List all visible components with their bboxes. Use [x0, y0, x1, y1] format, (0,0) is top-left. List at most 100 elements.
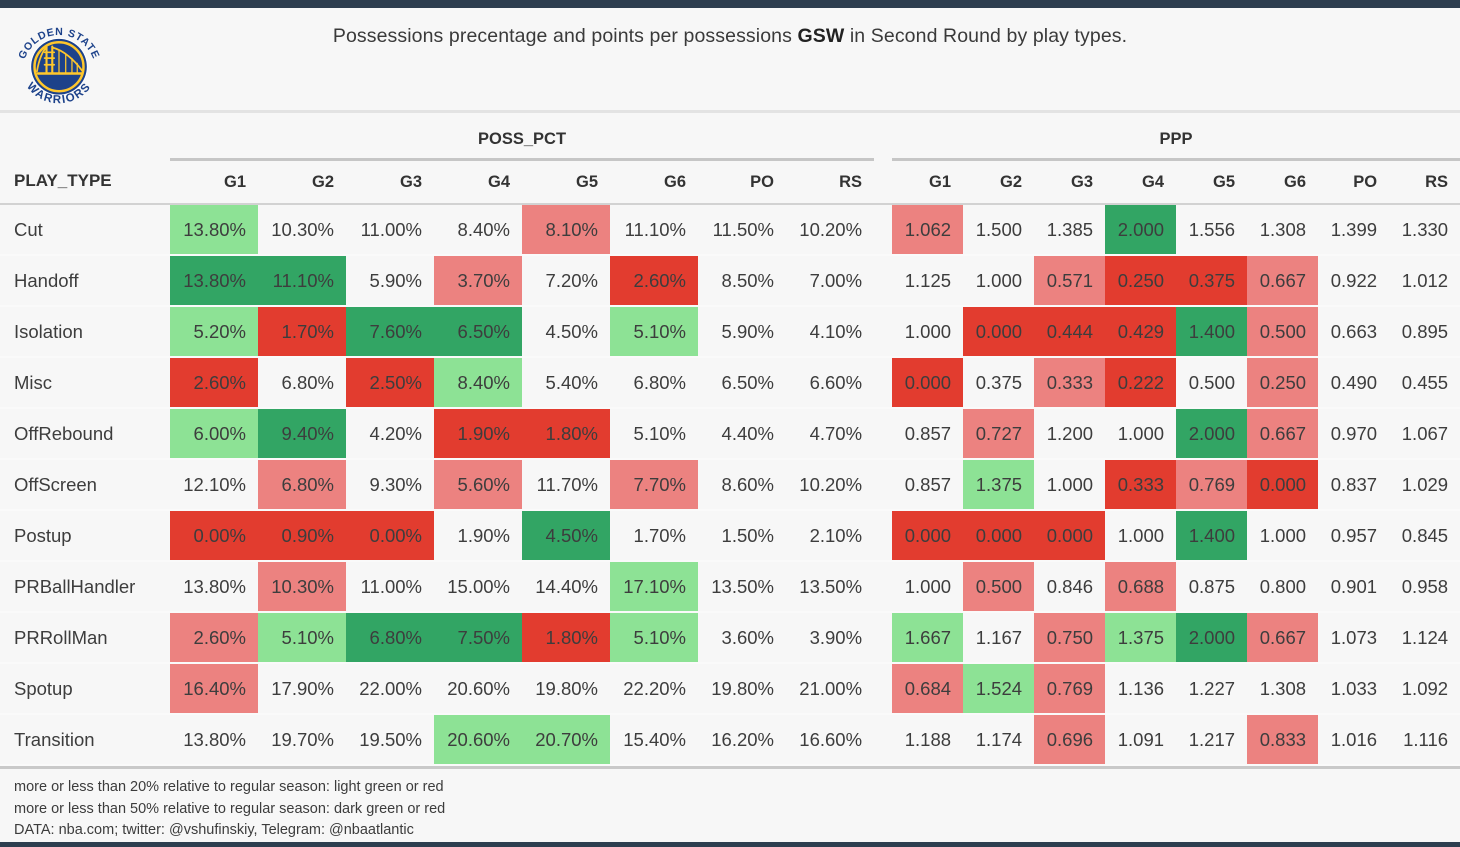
ppp-cell: 1.188 [892, 714, 964, 766]
group-gap-cell [874, 459, 893, 511]
ppp-cell: 1.016 [1318, 714, 1390, 766]
col-header-g5-poss: G5 [522, 159, 610, 205]
poss-pct-cell: 9.40% [258, 408, 346, 460]
ppp-cell: 2.000 [1176, 612, 1248, 664]
group-header-ppp: PPP [892, 113, 1460, 161]
footer-notes: more or less than 20% relative to regula… [0, 769, 1460, 842]
ppp-cell: 1.092 [1389, 663, 1460, 715]
poss-pct-cell: 17.10% [610, 561, 698, 613]
ppp-cell: 0.000 [892, 357, 964, 409]
poss-pct-cell: 10.20% [786, 459, 875, 511]
page-title: Possessions precentage and points per po… [0, 8, 1460, 48]
play-type-label: Handoff [0, 255, 170, 307]
title-team: GSW [797, 25, 845, 47]
col-header-rs-ppp: RS [1389, 159, 1460, 205]
poss-pct-cell: 11.00% [346, 561, 434, 613]
col-header-g2-ppp: G2 [963, 159, 1035, 205]
poss-pct-cell: 6.50% [698, 357, 786, 409]
ppp-cell: 0.222 [1105, 357, 1177, 409]
col-header-g6-ppp: G6 [1247, 159, 1319, 205]
poss-pct-cell: 8.40% [434, 204, 522, 256]
poss-pct-cell: 4.10% [786, 306, 875, 358]
ppp-cell: 0.444 [1034, 306, 1106, 358]
poss-pct-cell: 16.40% [170, 663, 258, 715]
ppp-cell: 1.000 [892, 306, 964, 358]
poss-pct-cell: 20.60% [434, 714, 522, 766]
legend-note-20pct: more or less than 20% relative to regula… [14, 779, 444, 795]
poss-pct-cell: 4.70% [786, 408, 875, 460]
ppp-cell: 1.091 [1105, 714, 1177, 766]
poss-pct-cell: 6.80% [346, 612, 434, 664]
table-row: Transition 13.80% 19.70% 19.50% 20.60% 20.70%… [0, 714, 1460, 766]
col-header-rs-poss: RS [786, 159, 875, 205]
group-gap-cell [874, 204, 893, 256]
group-header-blank [0, 113, 170, 160]
ppp-cell: 0.845 [1389, 510, 1460, 562]
column-header-row: PLAY_TYPE G1 G2 G3 G4 G5 G6 PO RS G1 G2 G3 G4 G5 G6 PO… [0, 159, 1460, 205]
top-accent-bar [0, 0, 1460, 8]
poss-pct-cell: 7.20% [522, 255, 610, 307]
poss-pct-cell: 6.00% [170, 408, 258, 460]
ppp-cell: 1.308 [1247, 204, 1319, 256]
poss-pct-cell: 7.60% [346, 306, 434, 358]
poss-pct-cell: 19.80% [698, 663, 786, 715]
poss-pct-cell: 10.20% [786, 204, 875, 256]
poss-pct-cell: 1.70% [610, 510, 698, 562]
ppp-cell: 1.000 [1034, 459, 1106, 511]
ppp-cell: 1.500 [963, 204, 1035, 256]
ppp-cell: 0.769 [1176, 459, 1248, 511]
poss-pct-cell: 21.00% [786, 663, 875, 715]
table-row: Spotup 16.40% 17.90% 22.00% 20.60% 19.80% 22.2… [0, 663, 1460, 715]
poss-pct-cell: 22.20% [610, 663, 698, 715]
infographic: GOLDEN STATE WARRIORS Possessions precen… [0, 8, 1460, 842]
poss-pct-cell: 19.50% [346, 714, 434, 766]
play-type-label: OffScreen [0, 459, 170, 511]
poss-pct-cell: 0.00% [346, 510, 434, 562]
table-bottom-line [0, 766, 1460, 769]
table-row: Cut 13.80% 10.30% 11.00% 8.40% 8.10% 11.10% 11.… [0, 204, 1460, 256]
poss-pct-cell: 2.10% [786, 510, 875, 562]
ppp-cell: 0.250 [1247, 357, 1319, 409]
poss-pct-cell: 13.80% [170, 204, 258, 256]
ppp-cell: 0.958 [1389, 561, 1460, 613]
col-header-po-ppp: PO [1318, 159, 1390, 205]
col-header-g6-poss: G6 [610, 159, 698, 205]
ppp-cell: 0.837 [1318, 459, 1390, 511]
ppp-cell: 2.000 [1176, 408, 1248, 460]
poss-pct-cell: 13.50% [698, 561, 786, 613]
poss-pct-cell: 19.70% [258, 714, 346, 766]
poss-pct-cell: 12.10% [170, 459, 258, 511]
poss-pct-cell: 6.80% [610, 357, 698, 409]
ppp-cell: 1.000 [1247, 510, 1319, 562]
play-type-header: PLAY_TYPE [0, 159, 170, 205]
ppp-cell: 1.174 [963, 714, 1035, 766]
ppp-cell: 1.073 [1318, 612, 1390, 664]
ppp-cell: 1.124 [1389, 612, 1460, 664]
title-band: GOLDEN STATE WARRIORS Possessions precen… [0, 8, 1460, 110]
col-header-g3-ppp: G3 [1034, 159, 1106, 205]
poss-pct-cell: 20.70% [522, 714, 610, 766]
ppp-cell: 1.012 [1389, 255, 1460, 307]
ppp-cell: 1.167 [963, 612, 1035, 664]
ppp-cell: 1.000 [1105, 510, 1177, 562]
ppp-cell: 1.308 [1247, 663, 1319, 715]
poss-pct-cell: 1.90% [434, 408, 522, 460]
col-header-g4-poss: G4 [434, 159, 522, 205]
ppp-cell: 1.400 [1176, 306, 1248, 358]
ppp-cell: 0.922 [1318, 255, 1390, 307]
poss-pct-cell: 7.70% [610, 459, 698, 511]
ppp-cell: 2.000 [1105, 204, 1177, 256]
ppp-cell: 1.116 [1389, 714, 1460, 766]
poss-pct-cell: 0.90% [258, 510, 346, 562]
group-header-row: POSS_PCT PPP [0, 113, 1460, 161]
ppp-cell: 0.727 [963, 408, 1035, 460]
ppp-cell: 1.067 [1389, 408, 1460, 460]
poss-pct-cell: 5.10% [610, 306, 698, 358]
poss-pct-cell: 2.60% [170, 357, 258, 409]
poss-pct-cell: 15.00% [434, 561, 522, 613]
poss-pct-cell: 10.30% [258, 561, 346, 613]
table-row: OffScreen 12.10% 6.80% 9.30% 5.60% 11.70% 7.70… [0, 459, 1460, 511]
poss-pct-cell: 4.50% [522, 306, 610, 358]
ppp-cell: 0.333 [1034, 357, 1106, 409]
poss-pct-cell: 4.50% [522, 510, 610, 562]
